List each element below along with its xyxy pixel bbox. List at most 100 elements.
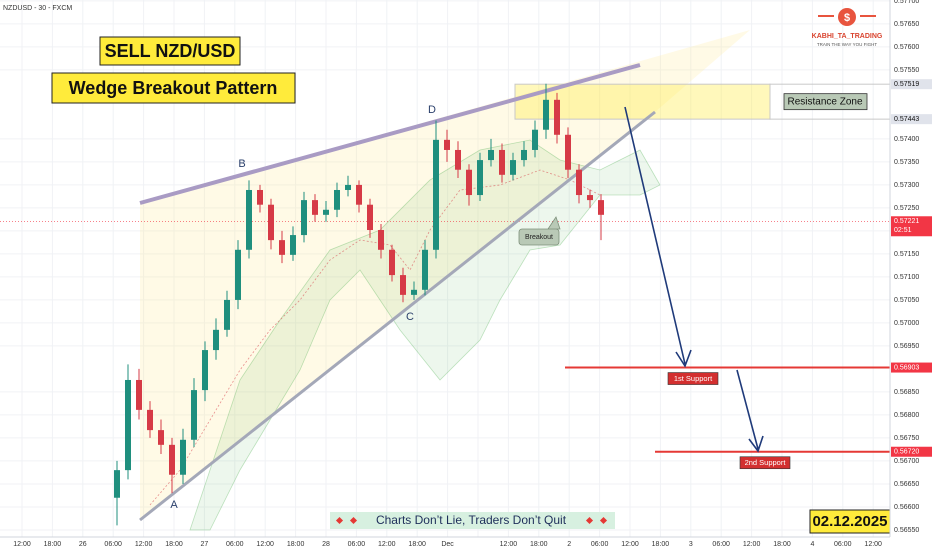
symbol: NZDUSD - 30 - FXCM bbox=[3, 5, 72, 12]
candle-body bbox=[576, 169, 582, 196]
logo bbox=[838, 8, 856, 26]
candle-body bbox=[158, 430, 164, 445]
candle-body bbox=[587, 195, 593, 201]
candle-body bbox=[334, 189, 340, 210]
price-label-box bbox=[891, 114, 932, 125]
x-tick-label: 12:00 bbox=[500, 541, 518, 548]
candle-body bbox=[521, 149, 527, 161]
x-tick-label: 28 bbox=[322, 541, 330, 548]
support-label: 1st Support bbox=[674, 374, 713, 383]
price-label-box bbox=[891, 362, 932, 373]
price-label-box bbox=[891, 79, 932, 90]
y-tick-label: 0.57650 bbox=[894, 21, 919, 28]
y-tick-label: 0.57050 bbox=[894, 297, 919, 304]
support-label-box bbox=[667, 372, 719, 385]
diamond bbox=[349, 516, 358, 525]
support-label-box bbox=[739, 456, 791, 470]
x-tick-label: 06:00 bbox=[104, 541, 122, 548]
date: 02.12.2025 bbox=[812, 513, 887, 530]
title: SELL NZD/USD bbox=[105, 41, 236, 61]
candle-body bbox=[279, 240, 285, 255]
candle-body bbox=[444, 139, 450, 150]
resistance-label-box bbox=[783, 93, 868, 111]
candles bbox=[114, 83, 604, 526]
title-box bbox=[99, 36, 241, 66]
y-tick-label: 0.56950 bbox=[894, 343, 919, 350]
wedge-lower bbox=[139, 110, 656, 522]
x-tick-label: 18:00 bbox=[652, 541, 670, 548]
x-tick-label: 06:00 bbox=[226, 541, 244, 548]
y-tick-label: 0.57400 bbox=[894, 136, 919, 143]
candle-body bbox=[290, 235, 296, 255]
arrow-head bbox=[748, 435, 764, 453]
arrow bbox=[624, 106, 686, 365]
x-tick-label: 2 bbox=[567, 541, 571, 548]
brand: KABHI_TA_TRADING bbox=[812, 33, 883, 40]
y-tick-label: 0.57600 bbox=[894, 44, 919, 51]
y-tick-label: 0.56800 bbox=[894, 412, 919, 419]
price-label-box bbox=[891, 446, 932, 457]
x-tick-label: 26 bbox=[79, 541, 87, 548]
footer-diamonds bbox=[335, 516, 608, 525]
breakout-label: Breakout bbox=[525, 234, 553, 241]
candle-body bbox=[312, 200, 318, 215]
candle-body bbox=[466, 169, 472, 196]
wave-label: D bbox=[428, 104, 436, 116]
price-label: 0.57443 bbox=[894, 116, 919, 123]
diamond bbox=[599, 516, 608, 525]
footer: Charts Don’t Lie, Traders Don’t Quit bbox=[376, 513, 567, 527]
y-tick-label: 0.57350 bbox=[894, 159, 919, 166]
y-tick-label: 0.57000 bbox=[894, 320, 919, 327]
x-tick-label: 18:00 bbox=[165, 541, 183, 548]
y-tick-label: 0.56700 bbox=[894, 458, 919, 465]
y-tick-label: 0.56650 bbox=[894, 481, 919, 488]
candle-body bbox=[477, 160, 483, 196]
candle-body bbox=[147, 409, 153, 431]
x-tick-label: 12:00 bbox=[135, 541, 153, 548]
x-tick-label: 18:00 bbox=[773, 541, 791, 548]
candle-body bbox=[532, 129, 538, 150]
x-tick-label: 4 bbox=[810, 541, 814, 548]
candle-body bbox=[488, 149, 494, 161]
x-tick-label: 12:00 bbox=[621, 541, 639, 548]
brand-tagline: TRAIN THE WAY YOU FIGHT bbox=[817, 42, 878, 47]
candle-body bbox=[378, 230, 384, 250]
wave-labels: A B C D bbox=[170, 104, 436, 511]
price-label: 0.56903 bbox=[894, 364, 919, 371]
candle-body bbox=[400, 275, 406, 295]
wave-label: B bbox=[238, 158, 245, 170]
price-label: 0.56720 bbox=[894, 449, 919, 456]
x-tick-label: 06:00 bbox=[591, 541, 609, 548]
price-label: 0.57221 bbox=[894, 218, 919, 225]
breakout-callout bbox=[518, 216, 561, 246]
x-tick-label: 12:00 bbox=[13, 541, 31, 548]
wave-label: C bbox=[406, 311, 414, 323]
x-tick-label: 06:00 bbox=[348, 541, 366, 548]
candle-body bbox=[510, 160, 516, 175]
candle-body bbox=[114, 470, 120, 498]
x-tick-label: 18:00 bbox=[44, 541, 62, 548]
subtitle: Wedge Breakout Pattern bbox=[69, 78, 278, 98]
wave-label: A bbox=[170, 499, 178, 511]
candle-body bbox=[136, 379, 142, 410]
y-tick-label: 0.57550 bbox=[894, 67, 919, 74]
candle-body bbox=[213, 329, 219, 351]
y-tick-label: 0.56600 bbox=[894, 504, 919, 511]
footer-box bbox=[330, 512, 615, 529]
candle-body bbox=[235, 249, 241, 300]
support-label: 2nd Support bbox=[745, 458, 787, 467]
candle-body bbox=[323, 209, 329, 215]
price-label: 0.57519 bbox=[894, 81, 919, 88]
moving-average bbox=[149, 169, 601, 506]
candle-body bbox=[565, 134, 571, 170]
x-tick-label: 3 bbox=[689, 541, 693, 548]
diamond bbox=[335, 516, 344, 525]
candle-body bbox=[345, 184, 351, 190]
y-tick-label: 0.56750 bbox=[894, 435, 919, 442]
price-axis bbox=[890, 0, 932, 550]
candle-body bbox=[422, 249, 428, 290]
y-tick-label: 0.56850 bbox=[894, 389, 919, 396]
candle-body bbox=[356, 184, 362, 205]
x-tick-label: 06:00 bbox=[834, 541, 852, 548]
